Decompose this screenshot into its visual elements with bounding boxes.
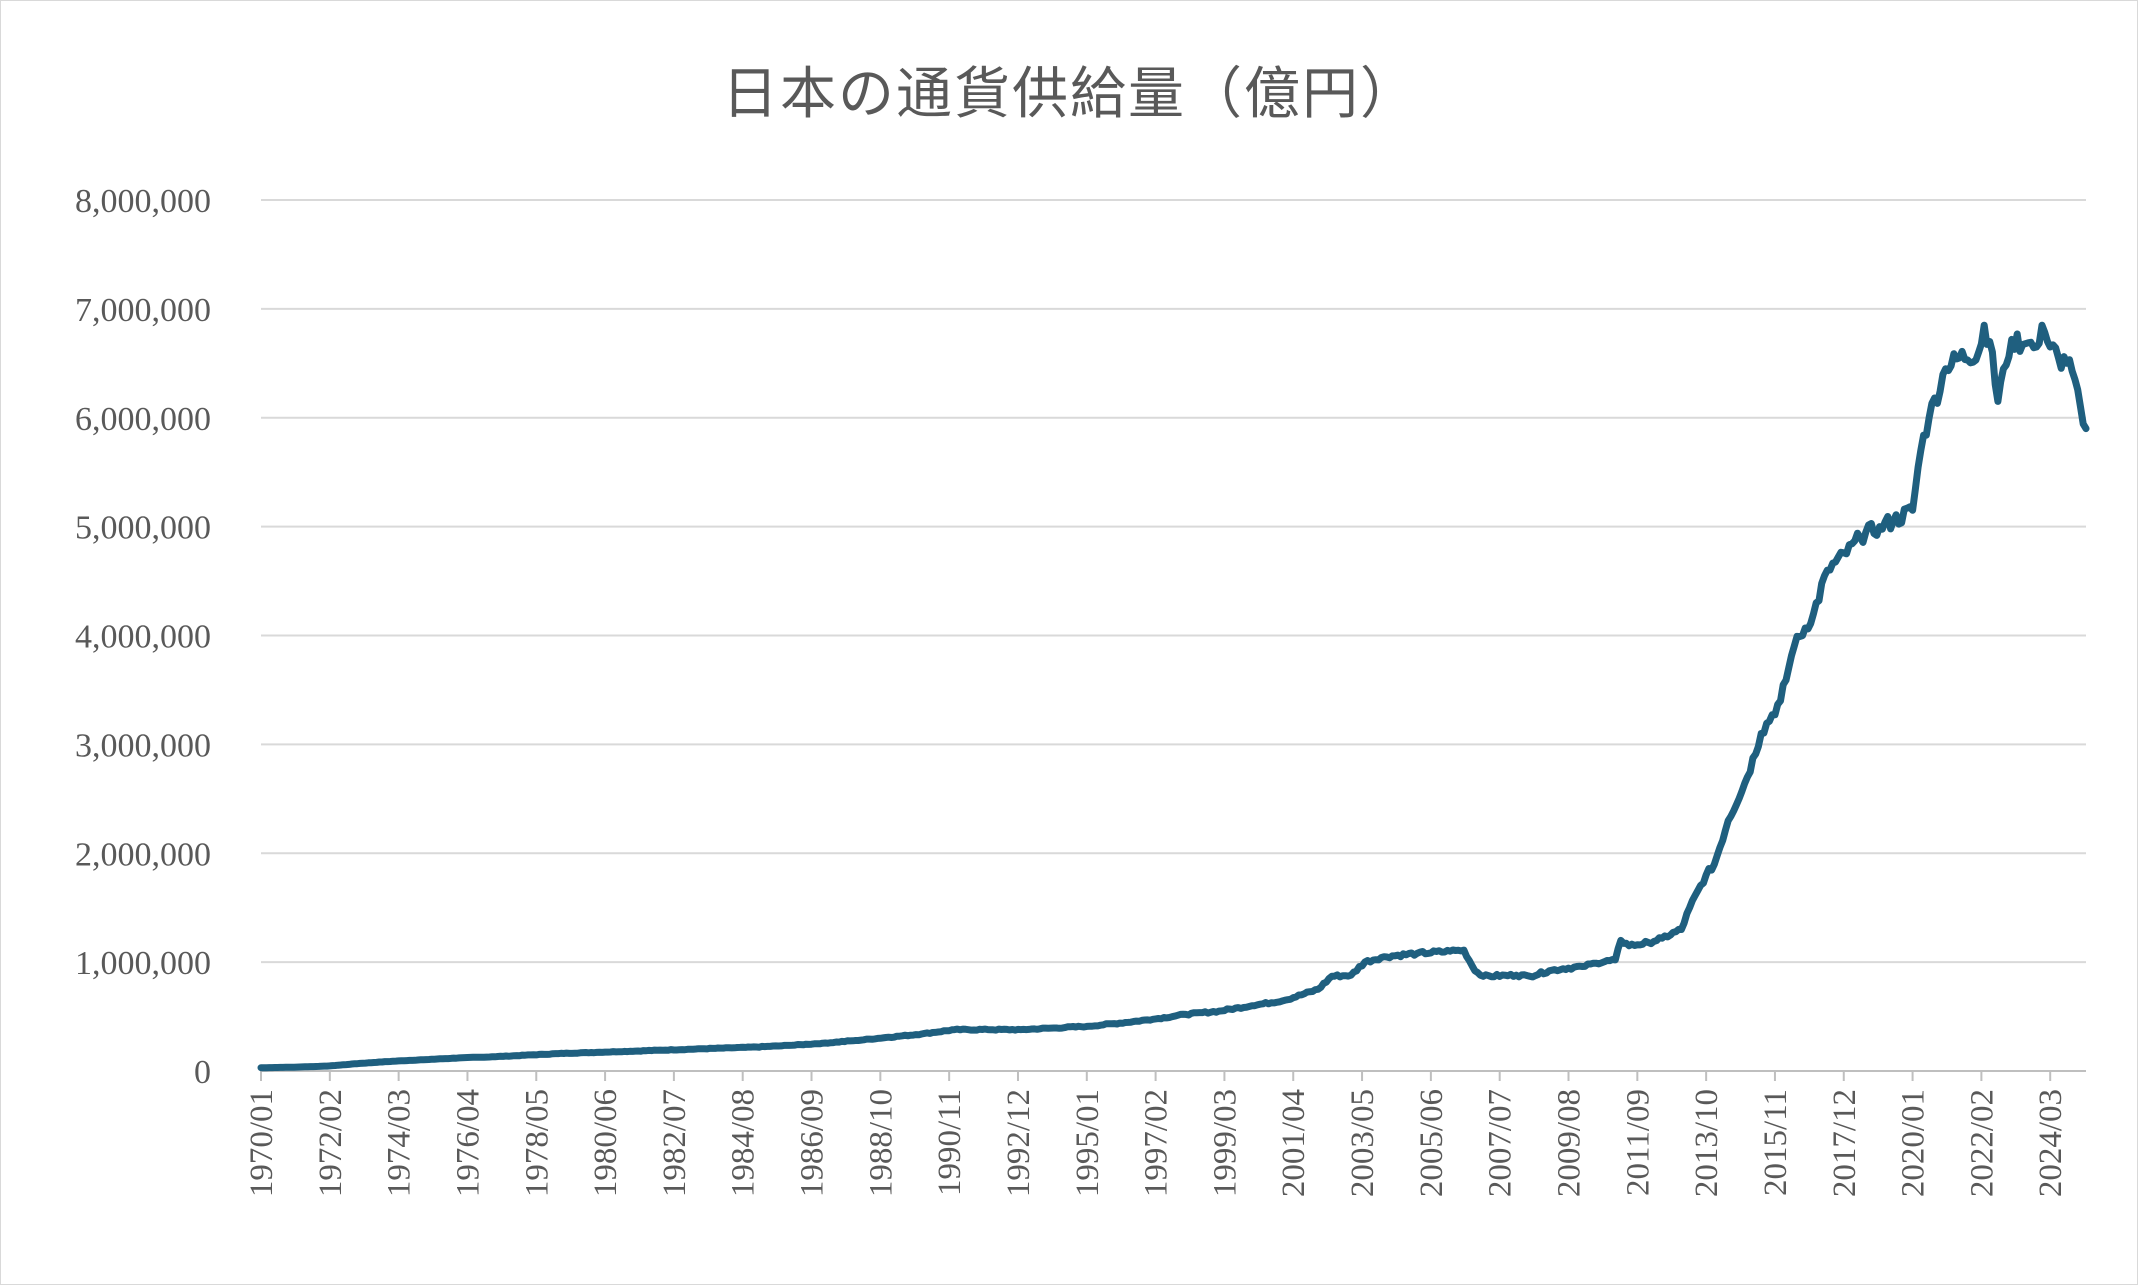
x-tick-label: 1992/12 — [1001, 1089, 1037, 1197]
y-tick-label: 7,000,000 — [75, 292, 211, 329]
x-tick-label: 1972/02 — [313, 1089, 349, 1197]
y-tick-label: 5,000,000 — [75, 510, 211, 547]
y-tick-label: 8,000,000 — [75, 183, 211, 220]
x-tick-label: 2007/07 — [1483, 1089, 1519, 1197]
x-tick-label: 1984/08 — [726, 1089, 762, 1197]
x-tick-label: 1986/09 — [795, 1089, 831, 1197]
series-line — [257, 321, 2090, 1072]
y-tick-label: 4,000,000 — [75, 619, 211, 656]
x-tick-label: 1974/03 — [382, 1089, 418, 1197]
x-tick-label: 1997/02 — [1139, 1089, 1175, 1197]
x-tick-label: 2020/01 — [1896, 1089, 1932, 1197]
x-tick-label: 2005/06 — [1414, 1089, 1450, 1197]
x-tick-label: 2001/04 — [1276, 1089, 1312, 1197]
x-tick-label: 1980/06 — [588, 1089, 624, 1197]
x-axis-ticks: 1970/01 1972/02 1974/03 1976/04 1978/05 1980/… — [244, 1071, 2069, 1197]
series — [257, 321, 2090, 1072]
x-tick-label: 2013/10 — [1689, 1089, 1725, 1197]
x-tick-label: 2022/02 — [1964, 1089, 2000, 1197]
x-tick-label: 1999/03 — [1207, 1089, 1243, 1197]
y-tick-label: 1,000,000 — [75, 945, 211, 982]
x-tick-label: 1976/04 — [450, 1089, 486, 1197]
x-tick-label: 2017/12 — [1827, 1089, 1863, 1197]
y-tick-label: 3,000,000 — [75, 727, 211, 764]
x-tick-label: 2015/11 — [1758, 1089, 1794, 1196]
x-tick-label: 2024/03 — [2033, 1089, 2069, 1197]
x-tick-label: 1990/11 — [932, 1089, 968, 1196]
x-tick-label: 2003/05 — [1345, 1089, 1381, 1197]
x-tick-label: 1970/01 — [244, 1089, 280, 1197]
x-tick-label: 2011/09 — [1620, 1089, 1656, 1196]
y-tick-label: 0 — [194, 1054, 211, 1091]
x-tick-label: 1995/01 — [1070, 1089, 1106, 1197]
x-tick-label: 1988/10 — [863, 1089, 899, 1197]
y-tick-label: 6,000,000 — [75, 401, 211, 438]
x-tick-label: 1978/05 — [519, 1089, 555, 1197]
x-tick-label: 2009/08 — [1552, 1089, 1588, 1197]
chart-title: 日本の通貨供給量（億円） — [722, 62, 1418, 127]
y-tick-label: 2,000,000 — [75, 836, 211, 873]
y-axis-ticks: 0 1,000,000 2,000,000 3,000,000 4,000,000 5,0… — [75, 183, 211, 1091]
x-tick-label: 1982/07 — [657, 1089, 693, 1197]
gridlines — [261, 199, 2086, 964]
